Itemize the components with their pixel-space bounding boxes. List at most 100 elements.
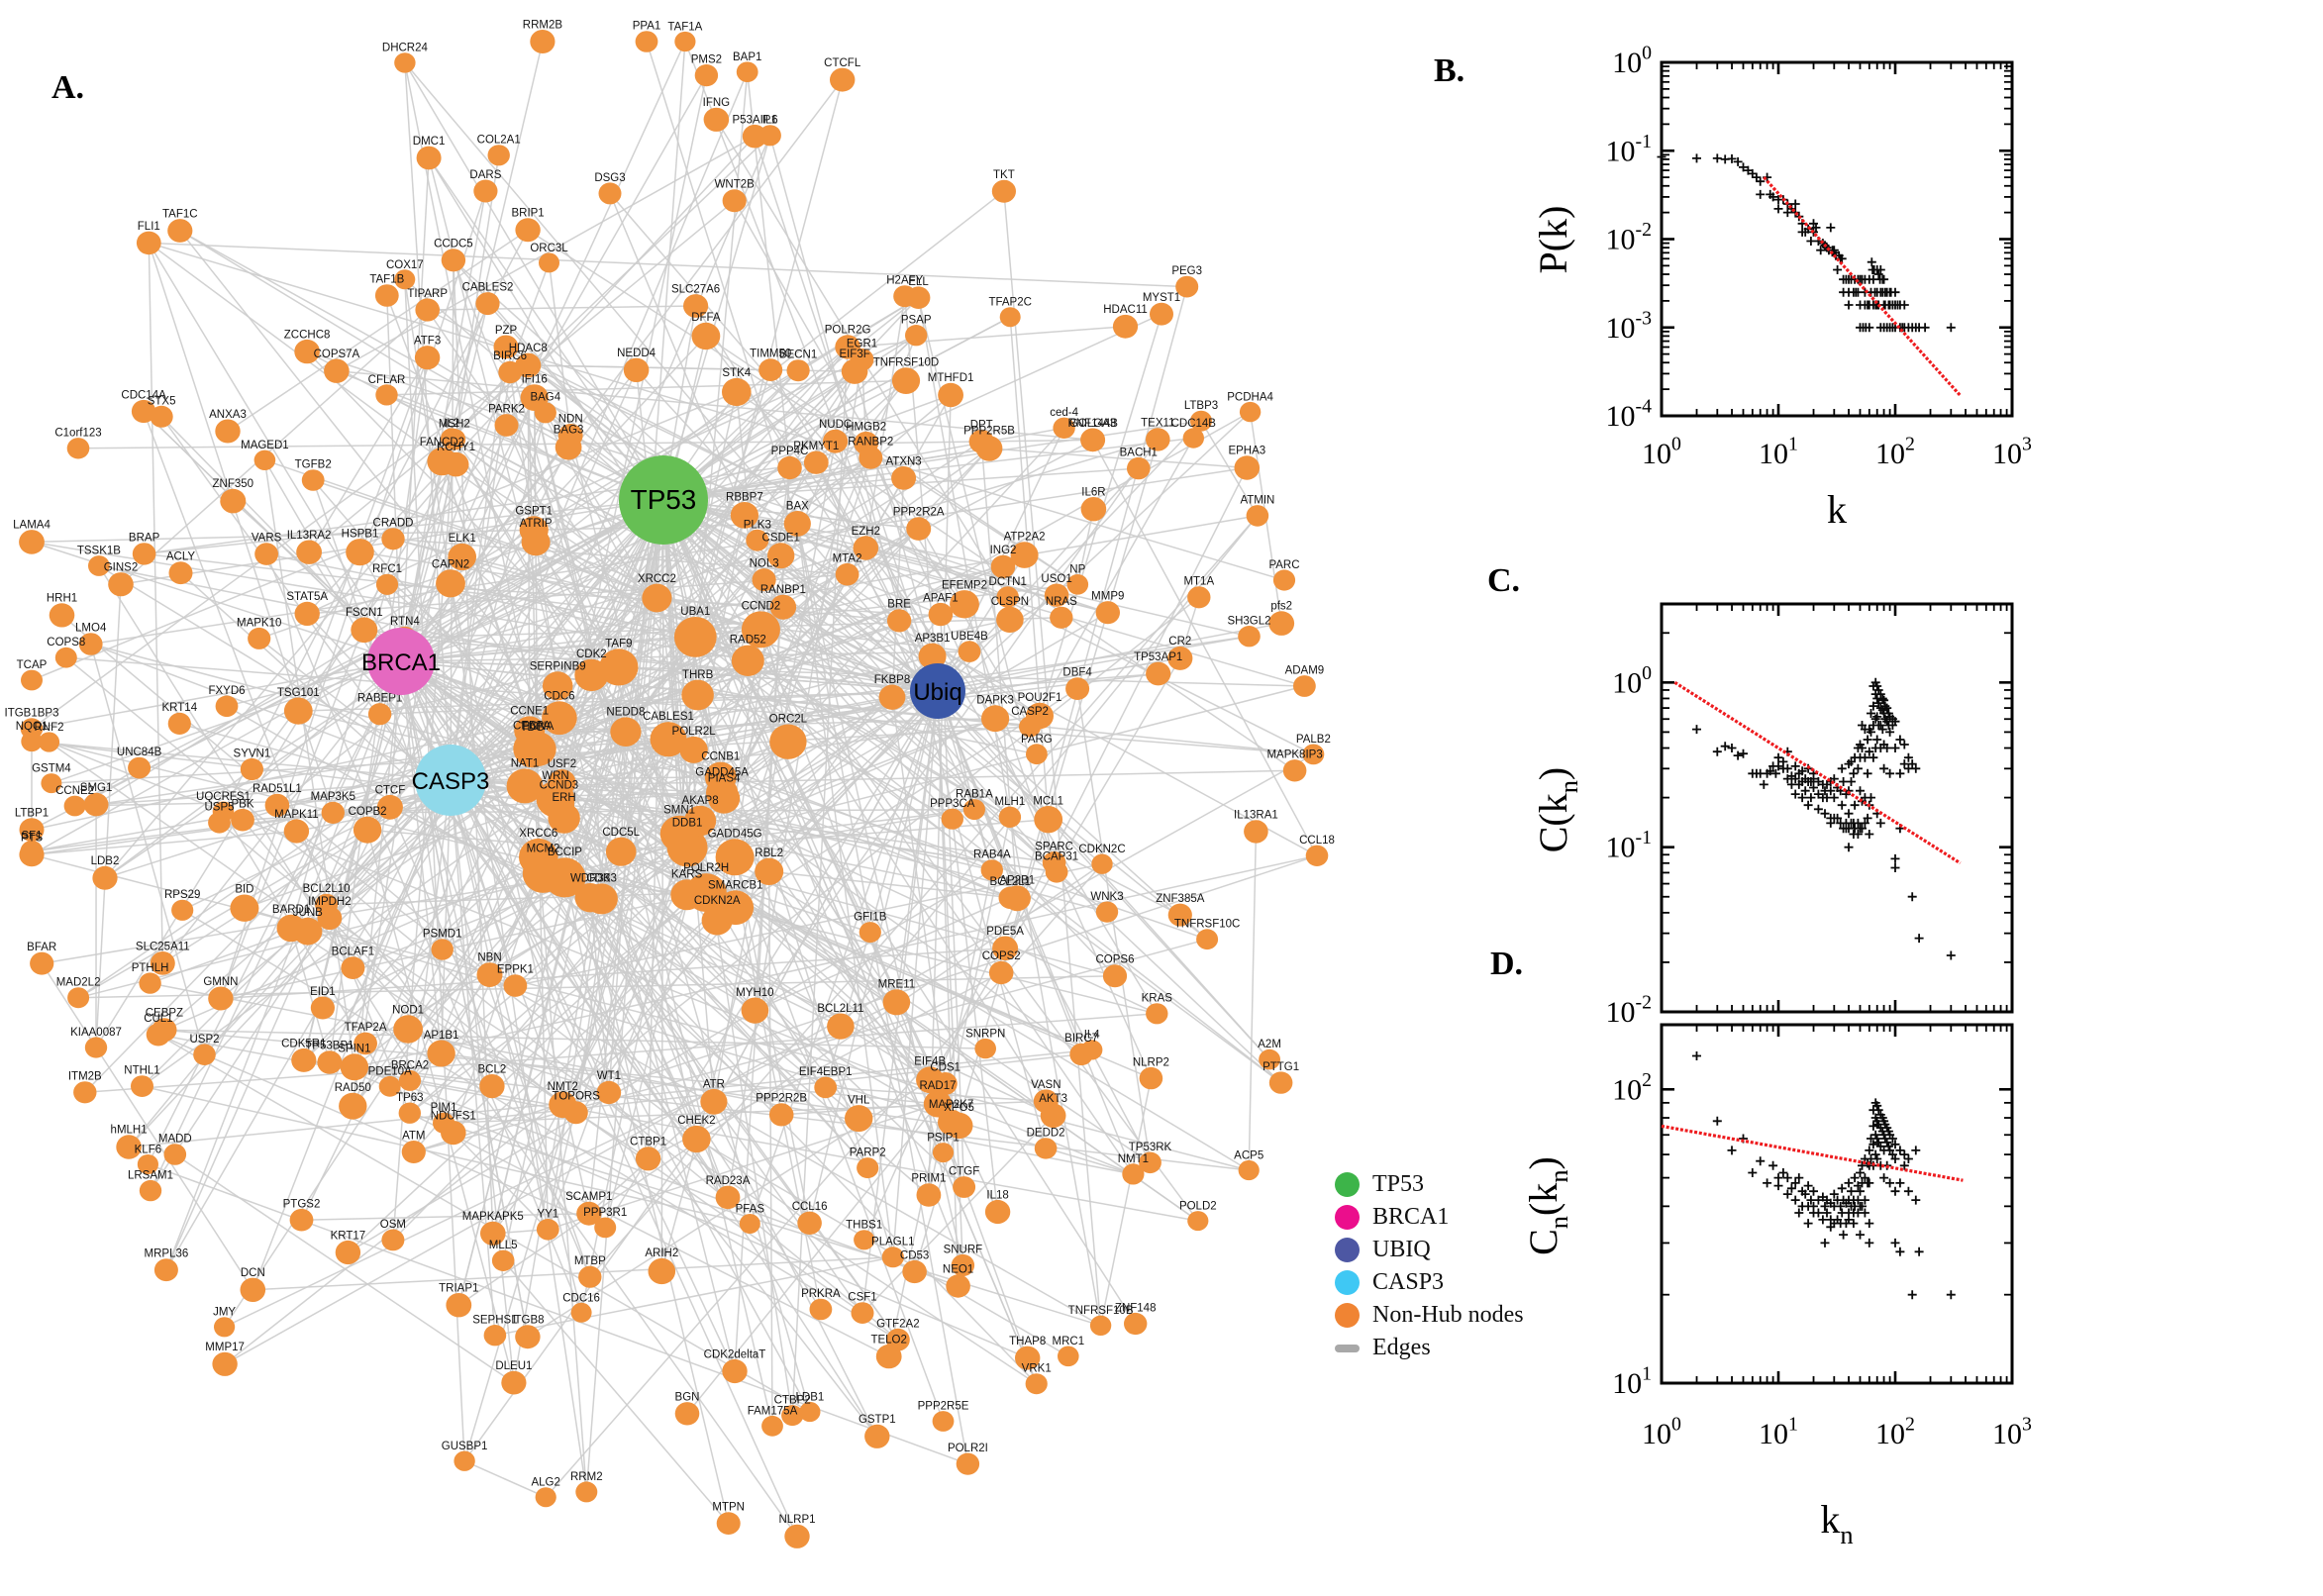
network-node[interactable]	[938, 1109, 965, 1136]
network-node[interactable]	[544, 857, 586, 898]
network-node[interactable]	[575, 1481, 598, 1503]
network-node[interactable]	[938, 382, 963, 408]
network-node[interactable]	[264, 793, 290, 818]
network-node[interactable]	[893, 285, 917, 308]
network-node[interactable]	[340, 1053, 369, 1081]
network-node[interactable]	[851, 1302, 874, 1324]
network-node[interactable]	[932, 1411, 955, 1432]
network-node[interactable]	[1025, 1373, 1048, 1395]
network-node[interactable]	[715, 839, 755, 876]
network-node[interactable]	[956, 1452, 980, 1475]
network-node[interactable]	[294, 601, 320, 627]
network-node[interactable]	[1272, 569, 1296, 591]
network-node[interactable]	[891, 367, 921, 394]
network-node[interactable]	[1080, 428, 1105, 452]
network-node[interactable]	[928, 602, 954, 627]
network-node[interactable]	[758, 125, 781, 147]
network-node[interactable]	[116, 1135, 142, 1159]
network-node[interactable]	[67, 987, 90, 1009]
network-node[interactable]	[78, 633, 103, 655]
network-node[interactable]	[642, 583, 672, 613]
network-node[interactable]	[599, 648, 639, 686]
network-node[interactable]	[215, 419, 241, 444]
network-node[interactable]	[1065, 677, 1090, 700]
network-node[interactable]	[73, 1081, 97, 1104]
network-node[interactable]	[858, 447, 883, 469]
network-node[interactable]	[777, 455, 802, 480]
network-node[interactable]	[1150, 302, 1173, 326]
network-node[interactable]	[1040, 1103, 1066, 1129]
network-node[interactable]	[480, 1221, 506, 1246]
network-node[interactable]	[1282, 759, 1307, 782]
network-node[interactable]	[92, 865, 118, 890]
network-node[interactable]	[394, 52, 416, 73]
network-node[interactable]	[708, 783, 741, 814]
network-node[interactable]	[1239, 401, 1262, 423]
network-node[interactable]	[1190, 410, 1212, 432]
network-node[interactable]	[536, 780, 575, 818]
network-node[interactable]	[882, 989, 911, 1016]
network-node[interactable]	[208, 986, 234, 1011]
network-node[interactable]	[381, 528, 405, 550]
network-node[interactable]	[137, 1154, 158, 1174]
network-node[interactable]	[685, 873, 727, 913]
network-node[interactable]	[139, 1179, 162, 1202]
network-node[interactable]	[153, 1258, 178, 1282]
network-node[interactable]	[446, 1293, 472, 1318]
network-node[interactable]	[835, 335, 860, 359]
network-node[interactable]	[1259, 1048, 1280, 1070]
network-node[interactable]	[1091, 853, 1113, 874]
network-node[interactable]	[63, 795, 86, 817]
network-node[interactable]	[324, 358, 350, 383]
network-node[interactable]	[253, 449, 276, 470]
network-node[interactable]	[555, 435, 582, 460]
network-node[interactable]	[1124, 1312, 1148, 1336]
network-node[interactable]	[1187, 586, 1211, 609]
network-node[interactable]	[827, 1013, 855, 1040]
network-node[interactable]	[354, 1032, 377, 1055]
network-node[interactable]	[918, 643, 947, 670]
hub-node-tp53[interactable]: TP53	[619, 455, 708, 545]
network-node[interactable]	[146, 1023, 171, 1047]
network-node[interactable]	[1139, 1066, 1163, 1090]
network-node[interactable]	[301, 469, 325, 491]
network-node[interactable]	[767, 543, 795, 569]
network-node[interactable]	[650, 722, 687, 757]
network-node[interactable]	[1034, 1138, 1058, 1159]
network-node[interactable]	[1034, 806, 1063, 834]
network-node[interactable]	[1246, 505, 1269, 527]
network-node[interactable]	[214, 1317, 236, 1338]
network-node[interactable]	[1302, 744, 1325, 765]
network-node[interactable]	[1050, 606, 1073, 629]
network-node[interactable]	[730, 502, 759, 529]
network-node[interactable]	[128, 756, 152, 779]
network-node[interactable]	[635, 1147, 661, 1171]
network-node[interactable]	[88, 555, 110, 576]
network-node[interactable]	[41, 773, 62, 794]
network-node[interactable]	[1053, 417, 1075, 439]
network-node[interactable]	[240, 1277, 266, 1303]
network-node[interactable]	[283, 819, 310, 844]
network-node[interactable]	[933, 1072, 958, 1095]
network-node[interactable]	[150, 951, 175, 975]
network-node[interactable]	[315, 893, 339, 916]
network-node[interactable]	[20, 840, 44, 862]
network-node[interactable]	[20, 718, 44, 740]
network-node[interactable]	[549, 1091, 577, 1119]
network-node[interactable]	[473, 179, 498, 203]
network-node[interactable]	[781, 1405, 804, 1427]
network-node[interactable]	[648, 1257, 676, 1285]
ppi-network-panel[interactable]: DDB1 CDK2 PCNA CCNE1 CCND3 UBA1 NEDD8 KARS XRCC6…	[0, 0, 1446, 1596]
network-node[interactable]	[962, 799, 986, 821]
network-node[interactable]	[515, 218, 541, 243]
network-node[interactable]	[1015, 1346, 1041, 1370]
network-node[interactable]	[845, 1105, 873, 1133]
network-node[interactable]	[739, 1214, 760, 1234]
network-node[interactable]	[594, 1217, 617, 1239]
network-node[interactable]	[574, 883, 606, 913]
network-node[interactable]	[610, 717, 642, 747]
network-node[interactable]	[367, 703, 392, 726]
network-node[interactable]	[996, 606, 1024, 634]
network-node[interactable]	[378, 1075, 401, 1097]
network-node[interactable]	[19, 818, 45, 842]
